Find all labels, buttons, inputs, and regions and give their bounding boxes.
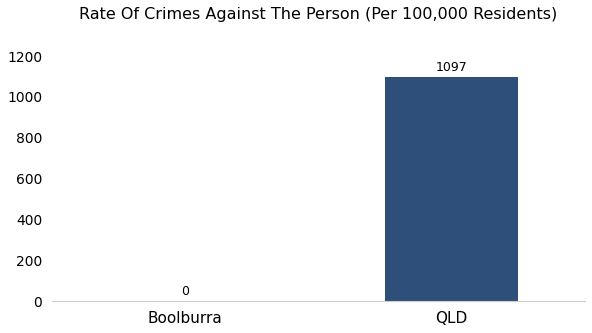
Title: Rate Of Crimes Against The Person (Per 100,000 Residents): Rate Of Crimes Against The Person (Per 1… bbox=[79, 7, 558, 22]
Bar bbox=[385, 77, 519, 301]
Text: 1097: 1097 bbox=[436, 61, 468, 74]
Text: 0: 0 bbox=[181, 285, 189, 298]
